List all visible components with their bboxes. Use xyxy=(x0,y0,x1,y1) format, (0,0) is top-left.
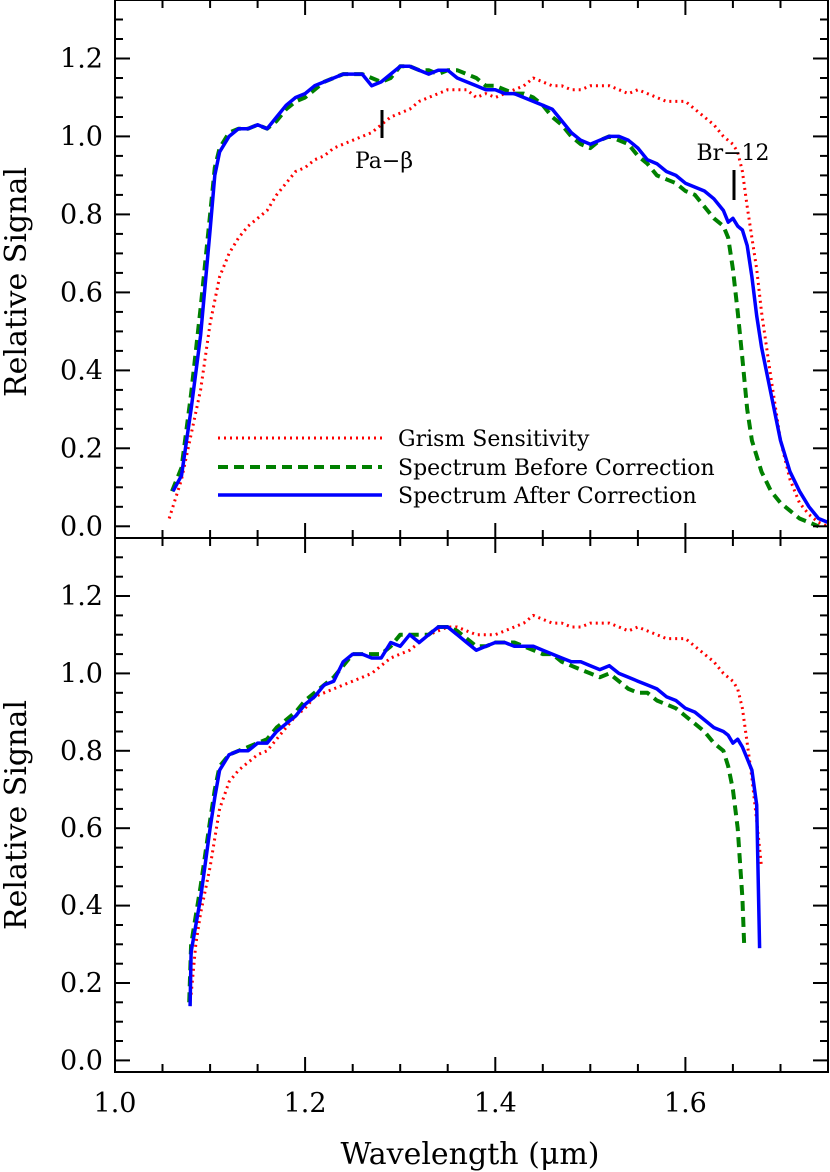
y-tick-label: 1.2 xyxy=(60,581,103,612)
top-panel-series xyxy=(167,64,829,529)
top-panel-y-axis-title: Relative Signal xyxy=(0,167,34,397)
legend-label-spectrum-after: Spectrum After Correction xyxy=(398,484,697,509)
pa-beta-label: Pa−β xyxy=(355,149,413,174)
bottom-panel: 0.0 0.2 0.4 0.6 0.8 1.0 1.2 1.0 1.2 1.4 1.6 Relat… xyxy=(0,537,829,1172)
line-annotations: Pa−β Br−12 xyxy=(355,110,770,200)
series-line-spectrum-after-correction xyxy=(188,625,762,1007)
x-axis-title: Wavelength (μm) xyxy=(341,1137,600,1172)
bottom-panel-frame xyxy=(114,537,829,1073)
y-tick-label: 1.0 xyxy=(60,658,103,689)
x-tick-label: 1.0 xyxy=(94,1088,137,1119)
y-tick-label: 0.6 xyxy=(60,813,103,844)
series-line-spectrum-before-correction xyxy=(187,625,747,1003)
y-tick-label: 0.2 xyxy=(60,433,103,464)
series-line-spectrum-after-correction xyxy=(171,64,829,525)
y-tick-label: 0.6 xyxy=(60,277,103,308)
x-tick-label: 1.2 xyxy=(284,1088,327,1119)
bottom-panel-series xyxy=(187,613,763,1007)
x-tick-label: 1.6 xyxy=(664,1088,707,1119)
bottom-panel-y-axis-title: Relative Signal xyxy=(0,700,34,930)
y-tick-label: 0.0 xyxy=(60,511,103,542)
top-panel-y-tick-labels: 0.0 0.2 0.4 0.6 0.8 1.0 1.2 xyxy=(60,44,103,543)
bottom-panel-ticks xyxy=(114,538,829,1072)
y-tick-label: 0.4 xyxy=(60,891,103,922)
legend-label-spectrum-before: Spectrum Before Correction xyxy=(398,456,715,481)
y-tick-label: 1.2 xyxy=(60,44,103,75)
bottom-panel-y-tick-labels: 0.0 0.2 0.4 0.6 0.8 1.0 1.2 xyxy=(60,581,103,1076)
legend: Grism Sensitivity Spectrum Before Correc… xyxy=(218,427,715,509)
y-tick-label: 0.2 xyxy=(60,968,103,999)
y-tick-label: 0.4 xyxy=(60,355,103,386)
x-tick-labels: 1.0 1.2 1.4 1.6 xyxy=(94,1088,707,1119)
top-panel-ticks xyxy=(114,0,829,538)
y-tick-label: 0.8 xyxy=(60,199,103,230)
series-line-grism-sensitivity xyxy=(167,76,829,528)
y-tick-label: 1.0 xyxy=(60,121,103,152)
br-12-label: Br−12 xyxy=(696,141,769,166)
y-tick-label: 0.0 xyxy=(60,1045,103,1076)
x-tick-label: 1.4 xyxy=(474,1088,517,1119)
legend-label-grism-sensitivity: Grism Sensitivity xyxy=(398,427,590,452)
series-line-spectrum-before-correction xyxy=(170,64,820,529)
y-tick-label: 0.8 xyxy=(60,736,103,767)
